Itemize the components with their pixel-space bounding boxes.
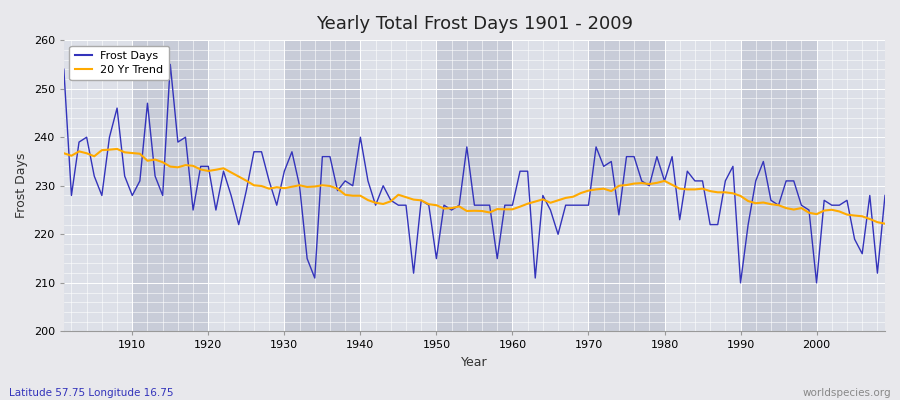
Bar [360,40,436,332]
Text: Latitude 57.75 Longitude 16.75: Latitude 57.75 Longitude 16.75 [9,388,174,398]
Bar [208,40,284,332]
Bar [664,40,741,332]
Bar [284,40,360,332]
Text: worldspecies.org: worldspecies.org [803,388,891,398]
Bar [589,40,664,332]
Bar [816,40,885,332]
Title: Yearly Total Frost Days 1901 - 2009: Yearly Total Frost Days 1901 - 2009 [316,15,633,33]
Y-axis label: Frost Days: Frost Days [15,153,28,218]
Bar [741,40,816,332]
X-axis label: Year: Year [461,356,488,369]
Legend: Frost Days, 20 Yr Trend: Frost Days, 20 Yr Trend [69,46,169,80]
Bar [436,40,512,332]
Bar [64,40,132,332]
Bar [132,40,208,332]
Bar [512,40,589,332]
